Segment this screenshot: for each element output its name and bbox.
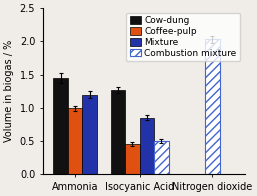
Bar [53,78,68,174]
Legend: Cow-dung, Coffee-pulp, Mixture, Combustion mixture: Cow-dung, Coffee-pulp, Mixture, Combusti… [126,13,240,61]
Bar [68,108,82,174]
Bar [111,90,125,174]
Bar [205,39,219,174]
Bar [82,94,97,174]
Y-axis label: Volume in biogas / %: Volume in biogas / % [4,40,14,142]
Bar [154,141,169,174]
Bar [125,144,140,174]
Bar [140,118,154,174]
